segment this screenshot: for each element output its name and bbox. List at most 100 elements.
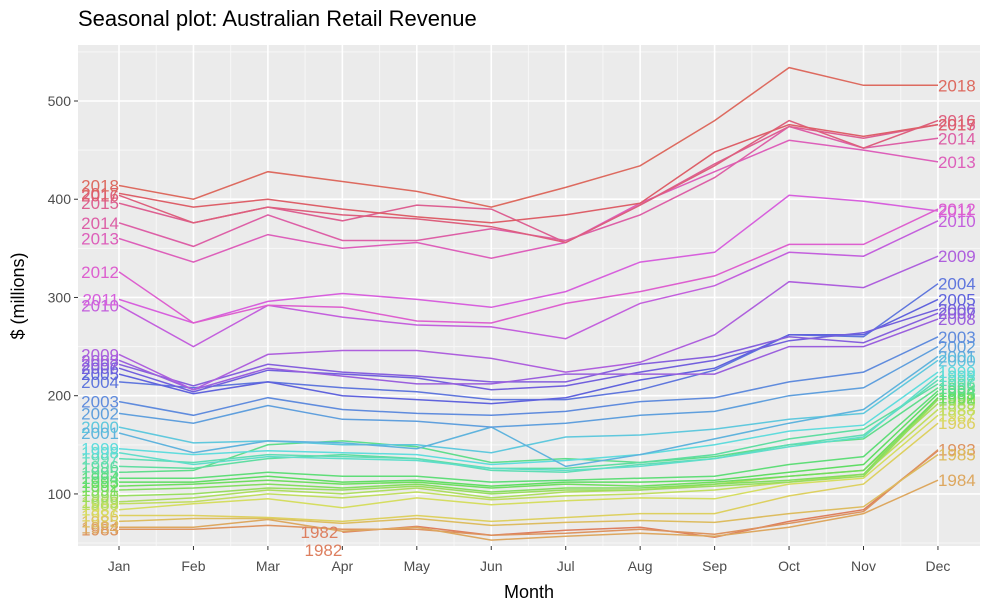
- series-label-2004: 2004: [81, 373, 119, 392]
- series-label-2011: 2011: [82, 290, 119, 309]
- series-label-2013: 2013: [938, 153, 976, 172]
- series-label-2014: 2014: [81, 214, 119, 233]
- series-line-2018: [118, 66, 938, 208]
- series-line-2016: [118, 119, 939, 244]
- series-label-2016: 2016: [938, 112, 976, 131]
- series-line-2013: [118, 139, 939, 263]
- x-tick-label: Mar: [256, 558, 280, 574]
- series-label-2008: 2008: [81, 351, 119, 370]
- series-line-1993: [119, 393, 939, 487]
- series-line-2011: [118, 194, 939, 324]
- series-label-2012: 2012: [81, 263, 119, 282]
- x-tick-label: Apr: [331, 558, 353, 574]
- series-label-2004: 2004: [938, 275, 976, 294]
- series-label-2001: 2001: [81, 424, 119, 443]
- y-tick-label: 100: [48, 486, 72, 502]
- series-label-2006: 2006: [938, 300, 976, 319]
- series-line-2008: [118, 318, 939, 391]
- series-label-1985: 1985: [81, 512, 119, 531]
- series-label-2005: 2005: [938, 290, 976, 309]
- series-label-1990: 1990: [938, 391, 976, 410]
- series-label-1987: 1987: [938, 406, 976, 425]
- series-label-2002: 2002: [81, 404, 119, 423]
- series-label-2008: 2008: [938, 310, 976, 329]
- series-line-1983: [119, 449, 939, 536]
- series-label-1995: 1995: [938, 379, 976, 398]
- x-tick-label: May: [404, 558, 430, 574]
- series-label-2011: 2011: [938, 202, 975, 221]
- x-tick-label: Dec: [925, 558, 950, 574]
- series-label-2018: 2018: [938, 76, 976, 95]
- series-label-1993: 1993: [938, 385, 976, 404]
- series-label-1982: 1982: [305, 541, 343, 560]
- chart-title: Seasonal plot: Australian Retail Revenue: [78, 6, 477, 31]
- series-line-1982: [342, 450, 939, 538]
- series-line-2000: [118, 359, 939, 454]
- series-label-1999: 1999: [81, 440, 119, 459]
- series-label-1990: 1990: [81, 487, 119, 506]
- y-tick-label: 500: [48, 93, 72, 109]
- series-label-2007: 2007: [81, 355, 119, 374]
- series-label-1983: 1983: [81, 520, 119, 539]
- series-line-2007: [118, 312, 939, 387]
- y-tick-label: 300: [48, 289, 72, 305]
- series-line-1999: [118, 371, 939, 466]
- series-line-2005: [118, 298, 939, 405]
- series-label-2012: 2012: [938, 200, 976, 219]
- series-label-2013: 2013: [81, 230, 119, 249]
- series-label-1988: 1988: [81, 495, 119, 514]
- series-line-2001: [118, 355, 939, 468]
- series-label-1998: 1998: [938, 367, 976, 386]
- series-line-2006: [118, 308, 939, 393]
- series-label-2015: 2015: [81, 194, 119, 213]
- series-line-2010: [118, 220, 939, 348]
- series-line-1994: [119, 390, 939, 483]
- series-line-1986: [119, 422, 939, 523]
- series-label-1996: 1996: [938, 375, 976, 394]
- x-tick-label: Jan: [108, 558, 131, 574]
- series-label-2005: 2005: [81, 365, 119, 384]
- series-label-1996: 1996: [81, 457, 119, 476]
- minor-gridlines: [78, 45, 980, 546]
- series-label-2010: 2010: [938, 212, 976, 231]
- x-axis-title: Month: [504, 582, 554, 602]
- series-line-2017: [118, 123, 939, 224]
- series-label-1997: 1997: [81, 450, 119, 469]
- y-tick-label: 200: [48, 388, 72, 404]
- series-label-1986: 1986: [938, 414, 976, 433]
- series-lines: [118, 66, 939, 541]
- series-label-2010: 2010: [81, 296, 119, 315]
- series-line-1996: [118, 383, 939, 470]
- x-tick-label: Aug: [628, 558, 653, 574]
- series-label-2009: 2009: [81, 345, 119, 364]
- series-label-1987: 1987: [81, 501, 119, 520]
- y-tick-label: 400: [48, 191, 72, 207]
- series-label-2006: 2006: [81, 359, 119, 378]
- series-label-2014: 2014: [938, 129, 976, 148]
- x-tick-label: Jul: [557, 558, 575, 574]
- series-line-2003: [118, 336, 939, 417]
- series-label-2015: 2015: [938, 116, 976, 135]
- series-label-2003: 2003: [938, 328, 976, 347]
- series-label-1991: 1991: [938, 389, 976, 408]
- x-axis: Jan Feb Mar Apr May Jun Jul Aug Sep Oct Nov Dec: [108, 546, 950, 574]
- series-label-2017: 2017: [81, 184, 119, 203]
- series-label-1989: 1989: [938, 395, 976, 414]
- series-label-2016: 2016: [81, 186, 119, 205]
- series-label-1988: 1988: [938, 400, 976, 419]
- series-label-2000: 2000: [938, 351, 976, 370]
- series-line-1984: [119, 479, 939, 541]
- series-label-1997: 1997: [938, 371, 976, 390]
- series-label-2002: 2002: [938, 338, 976, 357]
- series-label-1984: 1984: [938, 471, 976, 490]
- y-axis-title: $ (millions): [8, 252, 28, 339]
- series-label-1984: 1984: [81, 518, 119, 537]
- series-label-2000: 2000: [81, 418, 119, 437]
- series-label-2018: 2018: [81, 176, 119, 195]
- series-label-2017: 2017: [938, 116, 976, 135]
- series-line-1992: [118, 397, 939, 489]
- series-line-2012: [118, 208, 939, 324]
- series-line-1985: [118, 453, 939, 527]
- x-tick-label: Sep: [702, 558, 727, 574]
- series-labels: 1982198219831983198419841985198519861986…: [81, 76, 976, 560]
